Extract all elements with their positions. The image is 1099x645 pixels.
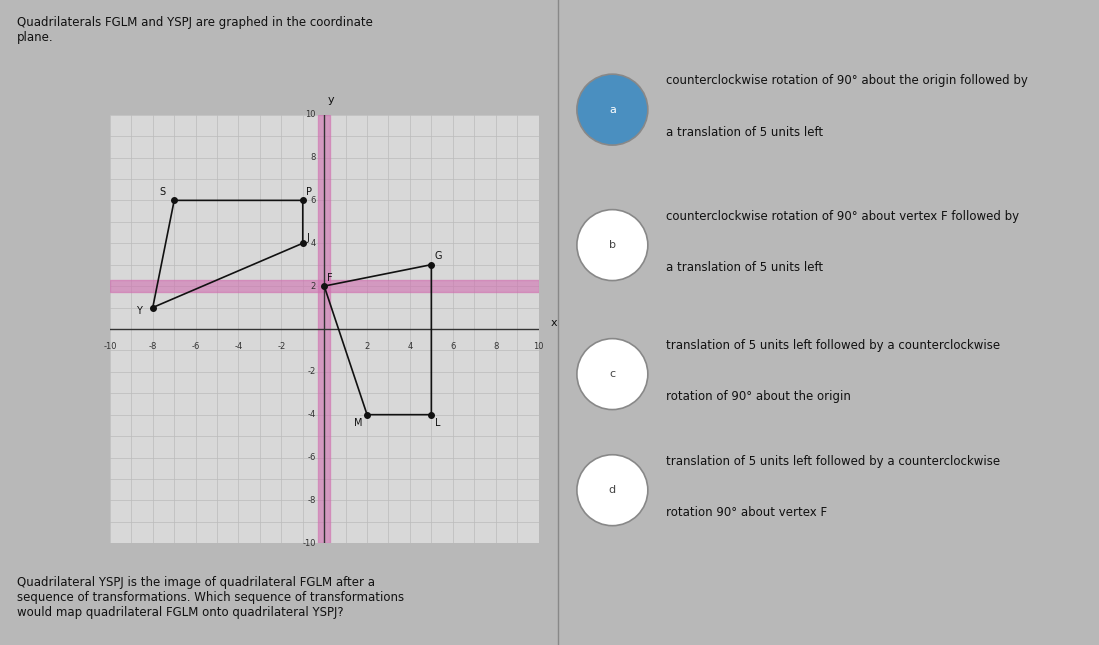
Text: 6: 6: [310, 196, 315, 205]
Bar: [319, 115, 330, 543]
Text: G: G: [434, 252, 442, 261]
Ellipse shape: [577, 455, 647, 526]
Text: F: F: [328, 273, 333, 283]
Text: 8: 8: [310, 153, 315, 162]
Text: 10: 10: [533, 342, 544, 351]
Text: translation of 5 units left followed by a counterclockwise: translation of 5 units left followed by …: [666, 339, 1000, 352]
Text: -2: -2: [277, 342, 286, 351]
Text: -8: -8: [148, 342, 157, 351]
Text: c: c: [609, 369, 615, 379]
Text: 2: 2: [310, 282, 315, 291]
Text: -10: -10: [302, 539, 315, 548]
Text: -6: -6: [191, 342, 200, 351]
Text: P: P: [306, 187, 312, 197]
Text: 6: 6: [451, 342, 455, 351]
Text: a translation of 5 units left: a translation of 5 units left: [666, 261, 823, 274]
Ellipse shape: [577, 74, 647, 145]
Text: d: d: [609, 485, 615, 495]
Text: rotation 90° about vertex F: rotation 90° about vertex F: [666, 506, 828, 519]
Text: y: y: [328, 95, 334, 104]
Text: -8: -8: [308, 496, 315, 505]
Text: rotation of 90° about the origin: rotation of 90° about the origin: [666, 390, 852, 403]
Text: L: L: [434, 417, 440, 428]
Text: -6: -6: [308, 453, 315, 462]
Text: Quadrilaterals FGLM and YSPJ are graphed in the coordinate
plane.: Quadrilaterals FGLM and YSPJ are graphed…: [16, 16, 373, 44]
Text: 8: 8: [493, 342, 498, 351]
Text: -10: -10: [103, 342, 116, 351]
Text: translation of 5 units left followed by a counterclockwise: translation of 5 units left followed by …: [666, 455, 1000, 468]
Text: a: a: [609, 104, 615, 115]
Text: counterclockwise rotation of 90° about vertex F followed by: counterclockwise rotation of 90° about v…: [666, 210, 1020, 223]
Text: counterclockwise rotation of 90° about the origin followed by: counterclockwise rotation of 90° about t…: [666, 74, 1029, 87]
Text: -2: -2: [308, 367, 315, 376]
Text: M: M: [354, 417, 363, 428]
Text: -4: -4: [308, 410, 315, 419]
Text: 4: 4: [408, 342, 412, 351]
Bar: [110, 280, 539, 292]
Text: Y: Y: [135, 306, 142, 316]
Text: 10: 10: [306, 110, 315, 119]
Text: b: b: [609, 240, 615, 250]
Text: -4: -4: [234, 342, 243, 351]
Text: 2: 2: [365, 342, 369, 351]
Text: x: x: [551, 317, 557, 328]
Text: a translation of 5 units left: a translation of 5 units left: [666, 126, 823, 139]
Text: 4: 4: [310, 239, 315, 248]
Text: J: J: [306, 233, 309, 243]
Text: S: S: [159, 187, 165, 197]
Ellipse shape: [577, 339, 647, 410]
Ellipse shape: [577, 210, 647, 281]
Text: Quadrilateral YSPJ is the image of quadrilateral FGLM after a
sequence of transf: Quadrilateral YSPJ is the image of quadr…: [16, 576, 403, 619]
